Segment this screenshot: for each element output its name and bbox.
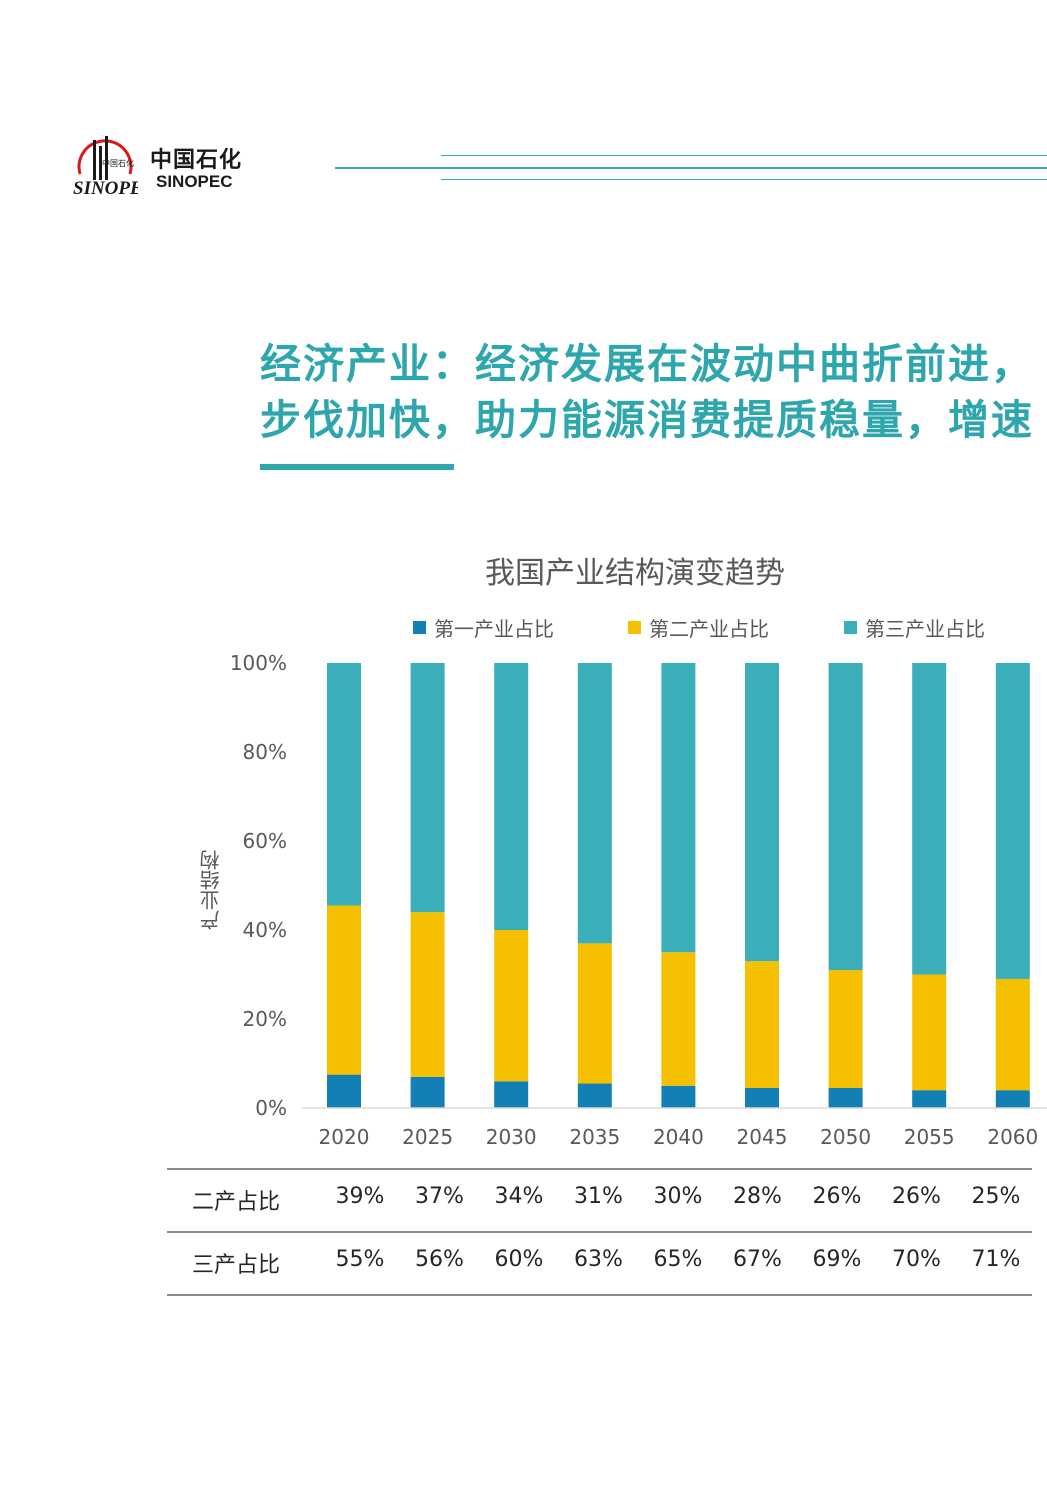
bar-segment-3 (577, 663, 612, 944)
y-tick-label: 20% (243, 1007, 287, 1031)
bar-segment-1 (661, 1085, 696, 1108)
x-tick-label: 2020 (319, 1125, 370, 1149)
table-cell: 26% (892, 1184, 941, 1209)
legend-label-tertiary: 第三产业占比 (865, 616, 985, 641)
bar-segment-3 (494, 663, 529, 930)
headline-line-2: 步伐加快，助力能源消费提质稳量，增速 (260, 396, 1034, 444)
bar-segment-3 (912, 663, 947, 975)
bar-segment-1 (995, 1090, 1030, 1108)
bar-segment-1 (828, 1087, 863, 1108)
legend-label-primary: 第一产业占比 (434, 616, 554, 641)
table-cell: 55% (335, 1247, 385, 1272)
logo-english-name: SINOPEC (156, 172, 233, 191)
table-cell: 26% (812, 1184, 862, 1209)
bar-segment-3 (995, 663, 1030, 979)
legend-swatch-secondary (628, 620, 641, 634)
y-tick-label: 40% (243, 918, 287, 942)
legend-swatch-tertiary (844, 620, 857, 634)
bar-segment-3 (327, 663, 361, 906)
share-table: 二产占比 39% 37% 34% 31% 30% 28% 26% 26% 25% 三产占比 55% 56… (167, 1168, 1032, 1296)
x-tick-label: 2025 (402, 1125, 453, 1149)
sinopec-logo: 中国石化 SINOPEC 中国石化 SINOPEC (72, 134, 262, 204)
table-cell: 63% (574, 1247, 623, 1272)
headline-line-1: 经济产业：经济发展在波动中曲折前进， (260, 340, 1034, 388)
header-divider-top (441, 155, 1047, 156)
table-row: 二产占比 39% 37% 34% 31% 30% 28% 26% 26% 25% (167, 1168, 1032, 1233)
table-cell: 34% (494, 1184, 544, 1209)
bar-segment-2 (577, 943, 612, 1084)
legend-item-primary: 第一产业占比 (413, 612, 554, 642)
x-tick-label: 2030 (486, 1125, 537, 1149)
table-cell: 67% (733, 1247, 782, 1272)
header-divider-bottom (441, 179, 1047, 180)
table-cell: 71% (971, 1247, 1021, 1272)
table-cell: 30% (653, 1184, 703, 1209)
legend-item-secondary: 第二产业占比 (628, 612, 769, 642)
bar-segment-1 (494, 1081, 529, 1108)
y-tick-label: 0% (255, 1096, 287, 1120)
table-cell: 37% (415, 1184, 464, 1209)
header-divider-middle (335, 167, 1047, 169)
table-row-label: 二产占比 (192, 1190, 281, 1215)
headline-underline (260, 464, 454, 470)
table-cell: 70% (892, 1247, 941, 1272)
y-tick-label: 100% (230, 651, 287, 675)
sinopec-logo-mark-icon: 中国石化 SINOPEC (73, 136, 138, 199)
table-cell: 31% (574, 1184, 623, 1209)
bar-segment-3 (828, 663, 863, 971)
x-tick-label: 2035 (569, 1125, 620, 1149)
x-tick-label: 2060 (987, 1125, 1038, 1149)
y-tick-label: 80% (243, 740, 287, 764)
table-row-label: 三产占比 (192, 1253, 281, 1278)
bar-segment-2 (410, 912, 445, 1077)
table-cell: 25% (971, 1184, 1021, 1209)
legend-swatch-primary (413, 620, 426, 634)
table-cell: 56% (415, 1247, 464, 1272)
bar-segment-2 (494, 930, 529, 1082)
bar-segment-2 (327, 905, 361, 1075)
bar-segment-3 (661, 663, 696, 953)
table-cell: 60% (494, 1247, 544, 1272)
table-row: 三产占比 55% 56% 60% 63% 65% 67% 69% 70% 71% (167, 1233, 1032, 1296)
bar-segment-1 (912, 1090, 947, 1108)
chart-title: 我国产业结构演变趋势 (485, 556, 785, 591)
chart-legend: 第一产业占比 第二产业占比 第三产业占比 (0, 612, 1047, 642)
bar-segment-1 (327, 1074, 361, 1108)
bar-segment-2 (995, 978, 1030, 1091)
logo-mark-text: 中国石化 (102, 158, 134, 168)
x-tick-label: 2050 (820, 1125, 871, 1149)
bar-segment-2 (912, 974, 947, 1091)
bar-segment-1 (410, 1076, 445, 1108)
table-cell: 28% (733, 1184, 782, 1209)
bar-segment-2 (828, 970, 863, 1088)
table-cell: 39% (335, 1184, 385, 1209)
bar-segment-3 (410, 663, 445, 913)
logo-chinese-name: 中国石化 (150, 148, 243, 173)
y-tick-label: 60% (243, 829, 287, 853)
bar-segment-1 (577, 1083, 612, 1108)
bar-segment-2 (745, 961, 779, 1088)
legend-label-secondary: 第二产业占比 (649, 616, 769, 641)
page-headline: 经济产业：经济发展在波动中曲折前进， 步伐加快，助力能源消费提质稳量，增速 (260, 336, 1047, 448)
bar-segment-3 (745, 663, 779, 962)
bar-segment-2 (661, 952, 696, 1086)
x-tick-label: 2040 (653, 1125, 704, 1149)
x-tick-label: 2055 (904, 1125, 955, 1149)
logo-mark-word: SINOPEC (73, 178, 138, 199)
bar-segment-1 (745, 1087, 779, 1108)
x-tick-label: 2045 (737, 1125, 788, 1149)
table-cell: 65% (653, 1247, 703, 1272)
legend-item-tertiary: 第三产业占比 (844, 612, 985, 642)
table-cell: 69% (812, 1247, 862, 1272)
